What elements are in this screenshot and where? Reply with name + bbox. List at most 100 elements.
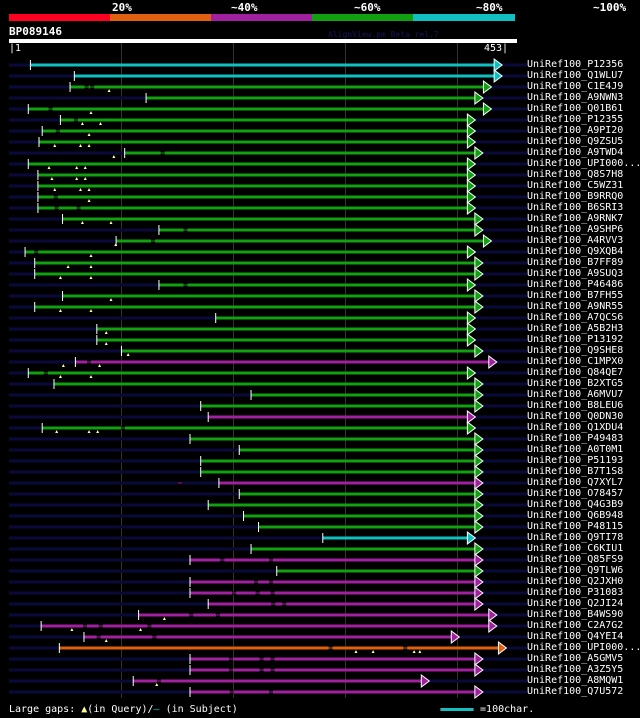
hit-label[interactable]: UniRef100_A7QCS6: [527, 312, 624, 323]
hit-label[interactable]: UniRef100_UPI000...: [527, 158, 640, 169]
query-gap-marker: [89, 276, 93, 279]
hit-label[interactable]: UniRef100_C2A7G2: [527, 620, 624, 631]
hit-label[interactable]: UniRef100_Q01B61: [527, 103, 624, 114]
hit-label[interactable]: UniRef100_P51193: [527, 455, 624, 466]
hit-end-arrow: [474, 300, 484, 314]
hit-label[interactable]: UniRef100_Q1WLU7: [527, 70, 624, 81]
hit-label[interactable]: UniRef100_B2XTG5: [527, 378, 624, 389]
hit-label[interactable]: UniRef100_P31083: [527, 587, 624, 598]
hit-label[interactable]: UniRef100_Q9TLW6: [527, 565, 624, 576]
query-gap-marker: [47, 166, 51, 169]
hit-end-arrow: [466, 135, 477, 149]
hit-label[interactable]: UniRef100_P46486: [527, 279, 624, 290]
hit-label[interactable]: UniRef100_Q7XYL7: [527, 477, 624, 488]
hit-label[interactable]: UniRef100_A6MVU7: [527, 389, 624, 400]
hit-label[interactable]: UniRef100_Q6B948: [527, 510, 624, 521]
hit-label[interactable]: UniRef100_Q4G3B9: [527, 499, 624, 510]
hit-label[interactable]: UniRef100_UPI000...: [527, 642, 640, 653]
hit-end-arrow: [450, 630, 461, 644]
hit-label[interactable]: UniRef100_A0T0M1: [527, 444, 624, 455]
hit-label[interactable]: UniRef100_Q9TI78: [527, 532, 624, 543]
hit-label[interactable]: UniRef100_Q7U572: [527, 686, 624, 697]
hit-end-arrow: [488, 619, 498, 633]
hit-label[interactable]: UniRef100_A9SUQ3: [527, 268, 624, 279]
hit-label[interactable]: UniRef100_Q84QE7: [527, 367, 624, 378]
hit-end-arrow: [474, 652, 484, 666]
hit-label[interactable]: UniRef100_C6KIU1: [527, 543, 624, 554]
query-gap-marker: [58, 375, 62, 378]
color-segment-80: [312, 14, 413, 21]
hit-end-arrow: [493, 58, 503, 72]
scale-bar-icon: [440, 707, 474, 711]
hit-end-arrow: [482, 80, 493, 94]
hit-label[interactable]: UniRef100_B7T1S8: [527, 466, 624, 477]
query-gap-marker: [89, 254, 93, 257]
hit-label[interactable]: UniRef100_B7FH55: [527, 290, 624, 301]
percent-label-80: ~80%: [476, 1, 503, 14]
hit-label[interactable]: UniRef100_A8MQW1: [527, 675, 624, 686]
hit-label[interactable]: UniRef100_A9NR55: [527, 301, 624, 312]
query-gap-icon: ▲: [81, 704, 88, 715]
hit-label[interactable]: UniRef100_P12355: [527, 114, 624, 125]
hit-label[interactable]: UniRef100_Q9SHE8: [527, 345, 624, 356]
color-segment-100: [413, 14, 515, 21]
grid-line: [233, 43, 234, 698]
hit-end-arrow: [474, 91, 484, 105]
query-gap-marker: [87, 144, 91, 147]
hit-label[interactable]: UniRef100_B6SRI3: [527, 202, 624, 213]
watermark: AlignView.pm Beta rel.7: [328, 30, 439, 39]
hit-label[interactable]: UniRef100_C5WZ31: [527, 180, 624, 191]
hit-label[interactable]: UniRef100_C1MPX0: [527, 356, 624, 367]
hit-end-arrow: [474, 443, 484, 457]
query-gap-marker: [98, 364, 102, 367]
hit-label[interactable]: UniRef100_B9RRQ0: [527, 191, 624, 202]
hit-label[interactable]: UniRef100_A9SHP6: [527, 224, 624, 235]
hit-end-arrow: [466, 278, 477, 292]
query-gap-marker: [107, 89, 111, 92]
query-gap-marker: [162, 617, 166, 620]
hit-label[interactable]: UniRef100_A5GMV5: [527, 653, 624, 664]
color-segment-40: [110, 14, 211, 21]
hit-end-arrow: [466, 113, 477, 127]
hit-label[interactable]: UniRef100_B4WS90: [527, 609, 624, 620]
hit-end-arrow: [474, 685, 484, 699]
hit-end-arrow: [474, 586, 484, 600]
hit-label[interactable]: UniRef100_B7FF89: [527, 257, 624, 268]
legend-query-gap-label: (in Query)/: [87, 704, 154, 715]
hit-end-arrow: [466, 201, 477, 215]
hit-end-arrow: [466, 124, 477, 138]
hit-label[interactable]: UniRef100_Q9XQB4: [527, 246, 624, 257]
hit-label[interactable]: UniRef100_A9RNK7: [527, 213, 624, 224]
hit-label[interactable]: UniRef100_Q2JI24: [527, 598, 624, 609]
hit-label[interactable]: UniRef100_P12356: [527, 59, 624, 70]
hit-label[interactable]: UniRef100_Q0DN30: [527, 411, 624, 422]
hit-label[interactable]: UniRef100_A4RVV3: [527, 235, 624, 246]
hit-label[interactable]: UniRef100_C1E4J9: [527, 81, 624, 92]
hit-label[interactable]: UniRef100_A9NWN3: [527, 92, 624, 103]
hit-end-arrow: [474, 509, 484, 523]
query-gap-marker: [75, 177, 79, 180]
query-start-label: |1: [9, 43, 22, 54]
hit-label[interactable]: UniRef100_Q2JXH0: [527, 576, 624, 587]
subject-gap-icon: –: [153, 704, 160, 715]
hit-label[interactable]: UniRef100_Q8S7H8: [527, 169, 624, 180]
hit-label[interactable]: UniRef100_P49483: [527, 433, 624, 444]
hit-label[interactable]: UniRef100_A9TWD4: [527, 147, 624, 158]
hit-label[interactable]: UniRef100_Q85FS9: [527, 554, 624, 565]
hit-label[interactable]: UniRef100_A5B2H3: [527, 323, 624, 334]
hit-label[interactable]: UniRef100_P13192: [527, 334, 624, 345]
legend-scale: =100char.: [440, 704, 534, 715]
query-bar: [9, 39, 517, 43]
hit-label[interactable]: UniRef100_Q1XDU4: [527, 422, 624, 433]
hit-label[interactable]: UniRef100_B8LEU6: [527, 400, 624, 411]
hit-label[interactable]: UniRef100_O78457: [527, 488, 624, 499]
hit-label[interactable]: UniRef100_A9PI20: [527, 125, 624, 136]
query-gap-marker: [354, 650, 358, 653]
hit-label[interactable]: UniRef100_A3Z5Y5: [527, 664, 624, 675]
hit-label[interactable]: UniRef100_Q9ZSU5: [527, 136, 624, 147]
hit-label[interactable]: UniRef100_Q4YEI4: [527, 631, 624, 642]
query-gap-marker: [83, 177, 87, 180]
hit-label[interactable]: UniRef100_P48115: [527, 521, 624, 532]
hit-end-arrow: [466, 322, 477, 336]
